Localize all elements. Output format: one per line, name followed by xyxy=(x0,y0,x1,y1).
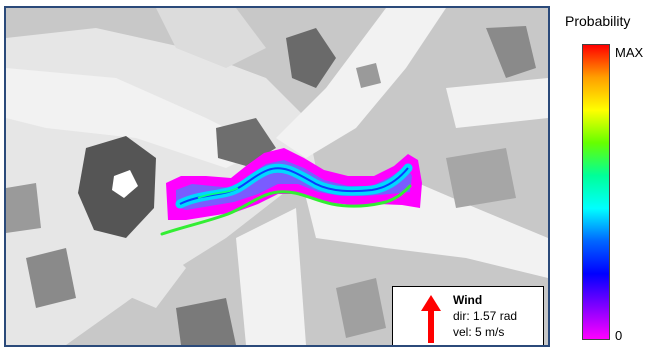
wind-title: Wind xyxy=(453,293,483,307)
colorbar-title: Probability xyxy=(565,13,631,29)
wind-velocity: vel: 5 m/s xyxy=(453,325,505,339)
wind-legend: Wind dir: 1.57 rad vel: 5 m/s xyxy=(392,286,544,345)
colorbar xyxy=(582,44,610,340)
wind-direction: dir: 1.57 rad xyxy=(453,309,518,323)
buildings xyxy=(6,26,536,345)
map-canvas xyxy=(6,8,548,345)
wind-arrow-icon xyxy=(421,295,441,343)
plume-mid-probability xyxy=(176,160,412,210)
colorbar-min-label: 0 xyxy=(615,328,623,343)
probability-plume xyxy=(160,148,422,236)
colorbar-max-label: MAX xyxy=(615,45,644,60)
plume-core-highlight xyxy=(197,187,239,199)
trajectory-line xyxy=(160,184,412,236)
probability-map[interactable]: Wind dir: 1.57 rad vel: 5 m/s xyxy=(4,6,550,347)
